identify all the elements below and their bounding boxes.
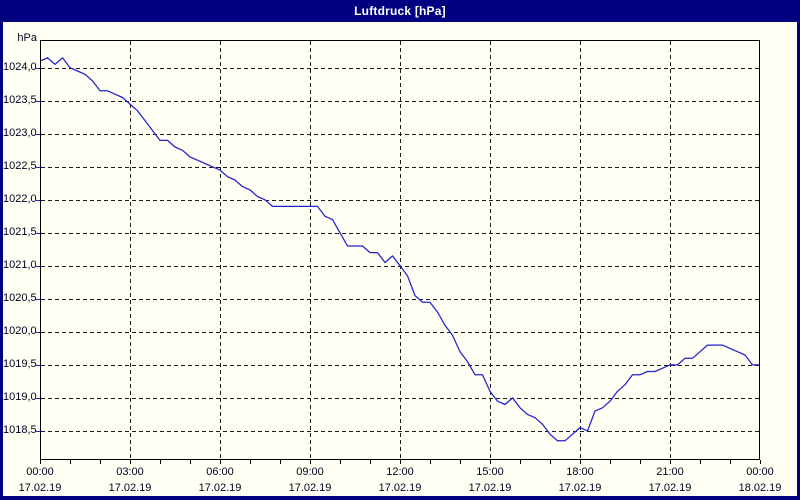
x-tick-date-label: 17.02.19 xyxy=(288,482,332,494)
x-tick-mark xyxy=(550,460,551,464)
x-tick-mark xyxy=(100,460,101,464)
x-tick-time-label: 06:00 xyxy=(206,466,234,478)
x-tick-date-label: 17.02.19 xyxy=(108,482,152,494)
pressure-line-chart xyxy=(41,57,759,442)
x-tick-mark xyxy=(130,460,131,464)
y-tick-mark xyxy=(36,397,40,399)
v-gridline xyxy=(130,41,131,459)
x-tick-time-label: 18:00 xyxy=(566,466,594,478)
x-tick-time-label: 21:00 xyxy=(656,466,684,478)
x-tick-date-label: 18.02.19 xyxy=(738,482,782,494)
v-gridline xyxy=(400,41,401,459)
x-tick-date-label: 17.02.19 xyxy=(558,482,602,494)
y-tick-mark xyxy=(36,298,40,300)
x-tick-mark xyxy=(700,460,701,464)
y-tick-mark xyxy=(36,133,40,135)
x-tick-mark xyxy=(760,460,761,464)
x-tick-time-label: 03:00 xyxy=(116,466,144,478)
v-gridline xyxy=(220,41,221,459)
x-tick-mark xyxy=(340,460,341,464)
x-tick-mark xyxy=(580,460,581,464)
x-tick-mark xyxy=(40,460,41,464)
y-tick-label: 1023,5 xyxy=(3,93,37,106)
y-tick-label: 1022,0 xyxy=(3,192,37,205)
x-tick-time-label: 00:00 xyxy=(26,466,54,478)
y-tick-mark xyxy=(36,166,40,168)
x-tick-mark xyxy=(610,460,611,464)
x-tick-date-label: 17.02.19 xyxy=(378,482,422,494)
x-tick-mark xyxy=(640,460,641,464)
y-tick-mark xyxy=(36,364,40,366)
x-tick-mark xyxy=(370,460,371,464)
x-tick-date-label: 17.02.19 xyxy=(648,482,692,494)
x-tick-mark xyxy=(730,460,731,464)
x-tick-mark xyxy=(430,460,431,464)
y-tick-label: 1019,0 xyxy=(3,390,37,403)
x-tick-date-label: 17.02.19 xyxy=(468,482,512,494)
y-tick-label: 1022,5 xyxy=(3,159,37,172)
x-tick-mark xyxy=(70,460,71,464)
y-tick-mark xyxy=(36,430,40,432)
y-tick-mark xyxy=(36,331,40,333)
y-tick-mark xyxy=(36,199,40,201)
plot-area xyxy=(40,40,760,460)
v-gridline xyxy=(310,41,311,459)
y-tick-label: 1024,0 xyxy=(3,60,37,73)
y-axis-unit-label: hPa xyxy=(17,32,37,44)
x-tick-mark xyxy=(460,460,461,464)
x-tick-time-label: 12:00 xyxy=(386,466,414,478)
x-tick-mark xyxy=(190,460,191,464)
title-bar: Luftdruck [hPa] xyxy=(0,0,800,22)
x-tick-time-label: 15:00 xyxy=(476,466,504,478)
y-tick-label: 1021,5 xyxy=(3,225,37,238)
y-tick-label: 1020,5 xyxy=(3,291,37,304)
y-tick-label: 1018,5 xyxy=(3,423,37,436)
x-tick-mark xyxy=(520,460,521,464)
x-tick-mark xyxy=(670,460,671,464)
x-tick-mark xyxy=(490,460,491,464)
window-title: Luftdruck [hPa] xyxy=(354,4,446,18)
x-tick-mark xyxy=(310,460,311,464)
y-tick-label: 1020,0 xyxy=(3,324,37,337)
x-tick-mark xyxy=(250,460,251,464)
y-tick-mark xyxy=(36,100,40,102)
x-tick-mark xyxy=(280,460,281,464)
x-tick-mark xyxy=(400,460,401,464)
x-tick-mark xyxy=(160,460,161,464)
v-gridline xyxy=(670,41,671,459)
x-tick-mark xyxy=(220,460,221,464)
y-tick-mark xyxy=(36,265,40,267)
y-tick-label: 1023,0 xyxy=(3,126,37,139)
x-tick-date-label: 17.02.19 xyxy=(198,482,242,494)
y-tick-label: 1021,0 xyxy=(3,258,37,271)
y-tick-mark xyxy=(36,67,40,69)
v-gridline xyxy=(580,41,581,459)
pressure-series-line xyxy=(41,57,759,442)
x-tick-time-label: 00:00 xyxy=(746,466,774,478)
x-tick-date-label: 17.02.19 xyxy=(18,482,62,494)
y-tick-mark xyxy=(36,232,40,234)
v-gridline xyxy=(490,41,491,459)
y-tick-label: 1019,5 xyxy=(3,357,37,370)
chart-canvas: hPa 1024,0 1023,5 1023,0 1022,5 1022,0 1021,5… xyxy=(3,22,797,496)
x-tick-time-label: 09:00 xyxy=(296,466,324,478)
